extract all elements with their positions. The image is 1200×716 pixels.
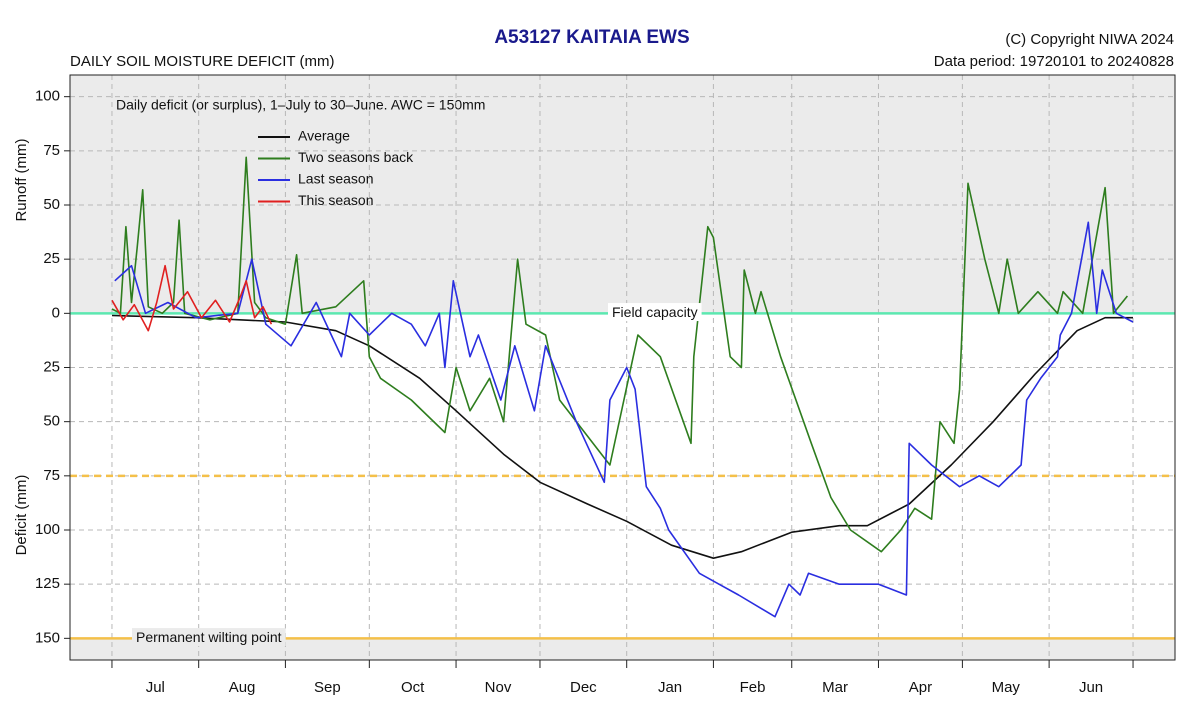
y-tick-label: 25 [43,358,60,375]
x-tick-label: Sep [314,679,341,696]
legend-label: This season [298,192,373,208]
x-tick-label: Mar [822,679,848,696]
y-tick-label: 50 [43,413,60,430]
reference-label: Field capacity [612,304,698,320]
reference-label-bg [132,628,286,647]
series-line [111,264,273,332]
x-tick-label: May [992,679,1021,696]
x-tick-label: Oct [401,679,425,696]
series-line [114,221,1134,618]
y-tick-label: 150 [35,629,60,646]
data-period: Data period: 19720101 to 20240828 [934,53,1174,70]
chart-subtitle: DAILY SOIL MOISTURE DEFICIT (mm) [70,53,334,70]
x-tick-label: Aug [229,679,256,696]
series-line [111,156,1129,553]
legend-label: Two seasons back [298,149,414,165]
y-tick-label: 75 [43,142,60,159]
y-tick-label: 125 [35,575,60,592]
chart-title: A53127 KAITAIA EWS [494,27,689,48]
x-tick-label: Dec [570,679,597,696]
x-tick-label: Feb [740,679,766,696]
legend-label: Last season [298,171,374,187]
x-tick-label: Jan [658,679,682,696]
y-axis-label: Deficit (mm) [13,475,30,556]
y-tick-label: 0 [52,304,60,321]
y-tick-label: 100 [35,521,60,538]
legend-label: Average [298,128,350,144]
annotation: Daily deficit (or surplus), 1–July to 30… [116,97,485,113]
x-tick-label: Jun [1079,679,1103,696]
y-tick-label: 25 [43,250,60,267]
x-tick-label: Jul [146,679,165,696]
plot-frame [69,74,1176,661]
shaded-region [70,638,1175,660]
y-axis-label: Runoff (mm) [13,138,30,221]
x-tick-label: Apr [909,679,932,696]
y-tick-label: 50 [43,196,60,213]
y-tick-label: 75 [43,467,60,484]
reference-label: Permanent wilting point [136,629,282,645]
copyright: (C) Copyright NIWA 2024 [1005,31,1174,48]
series-line [111,314,1133,559]
y-tick-label: 100 [35,88,60,105]
reference-label-bg [608,303,702,322]
x-tick-label: Nov [485,679,512,696]
